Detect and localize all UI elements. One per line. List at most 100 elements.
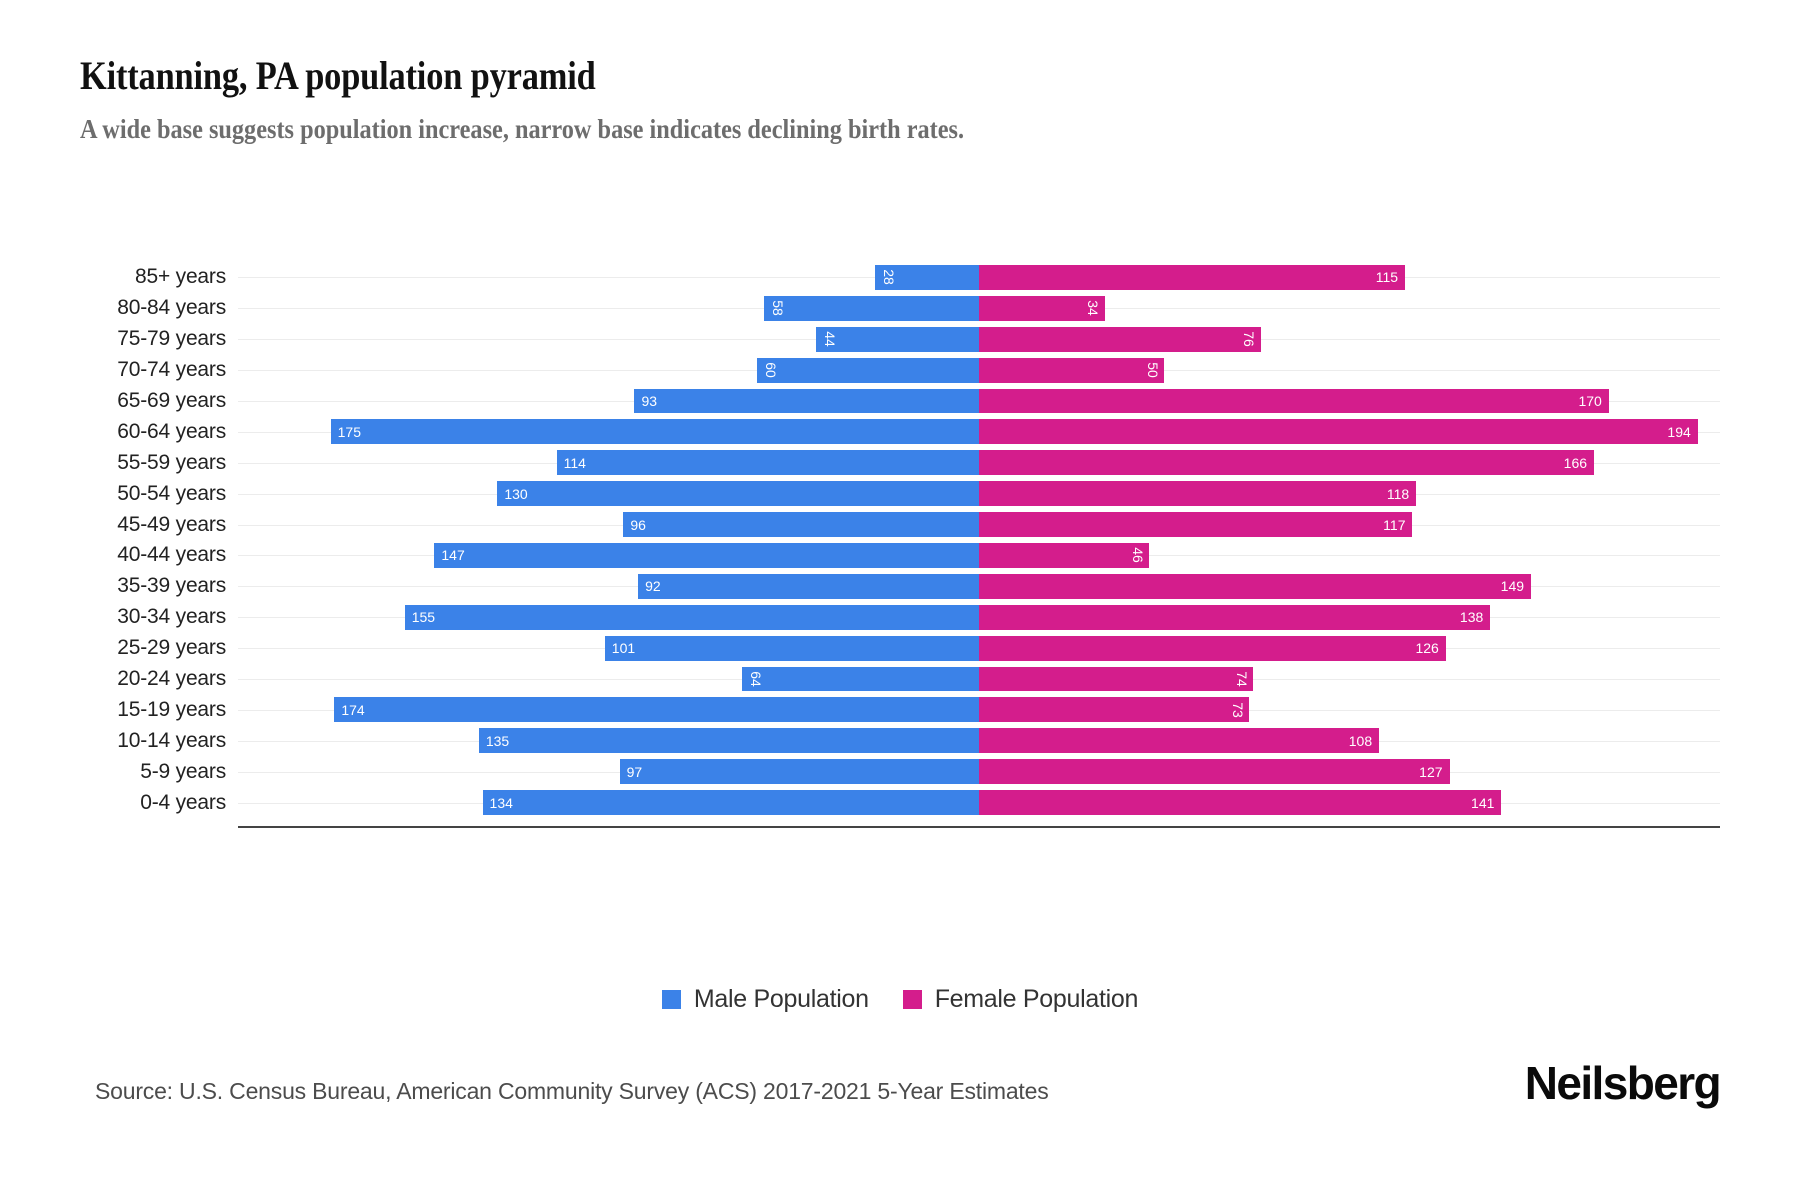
female-bar[interactable]: 73	[979, 697, 1250, 723]
legend-swatch-female-icon	[902, 990, 922, 1009]
female-bar[interactable]: 50	[979, 357, 1165, 383]
male-bar[interactable]: 147	[434, 543, 979, 568]
chart-row: 35-39 years 92 149	[80, 571, 1720, 602]
male-bar[interactable]: 175	[330, 419, 979, 445]
row-bars: 96 117	[238, 509, 1720, 540]
row-track: 93 170	[238, 386, 1720, 417]
male-bar[interactable]: 174	[334, 697, 979, 723]
male-half: 44	[238, 324, 979, 355]
row-bars: 92 149	[238, 571, 1720, 602]
female-bar[interactable]: 170	[979, 388, 1609, 414]
female-bar-value: 76	[1240, 331, 1257, 348]
male-bar[interactable]: 60	[756, 357, 979, 383]
male-half: 93	[238, 386, 979, 417]
legend-item-male[interactable]: Male Population	[661, 985, 869, 1014]
age-group-label: 20-24 years	[117, 667, 226, 691]
male-bar[interactable]: 93	[634, 388, 979, 414]
male-bar-value: 93	[641, 393, 658, 409]
female-bar-value: 34	[1085, 300, 1102, 317]
male-bar[interactable]: 134	[482, 790, 979, 816]
female-bar[interactable]: 118	[979, 481, 1417, 507]
female-half: 166	[979, 447, 1720, 478]
female-half: 74	[979, 664, 1720, 695]
female-bar[interactable]: 76	[979, 326, 1261, 352]
female-half: 117	[979, 509, 1720, 540]
row-bars: 114 166	[238, 447, 1720, 478]
source-note: Source: U.S. Census Bureau, American Com…	[95, 1078, 1049, 1104]
male-half: 64	[238, 664, 979, 695]
row-bars: 28 115	[238, 262, 1720, 293]
male-bar-value: 60	[762, 362, 779, 378]
female-bar[interactable]: 117	[979, 512, 1413, 538]
age-group-label: 80-84 years	[117, 296, 226, 320]
female-bar[interactable]: 138	[979, 604, 1491, 630]
age-group-label: 40-44 years	[117, 543, 226, 567]
male-bar[interactable]: 114	[556, 450, 979, 476]
female-bar[interactable]: 127	[979, 759, 1450, 785]
male-bar-value: 96	[630, 516, 646, 533]
age-group-label: 15-19 years	[117, 697, 226, 721]
male-half: 58	[238, 293, 979, 324]
female-bar-value: 170	[1578, 393, 1602, 409]
male-bar[interactable]: 101	[604, 635, 979, 661]
female-half: 50	[979, 355, 1720, 386]
neilsberg-logo: Neilsberg	[1524, 1057, 1722, 1109]
row-track: 44 76	[238, 324, 1720, 355]
female-half: 34	[979, 293, 1720, 324]
female-bar-value: 141	[1471, 794, 1495, 811]
row-bars: 101 126	[238, 633, 1720, 664]
row-bars: 93 170	[238, 386, 1720, 417]
male-bar[interactable]: 135	[478, 728, 979, 754]
female-bar[interactable]: 108	[979, 728, 1380, 754]
female-bar[interactable]: 166	[979, 450, 1595, 476]
female-bar[interactable]: 74	[979, 666, 1254, 692]
female-bar-value: 74	[1233, 671, 1250, 687]
female-bar[interactable]: 115	[979, 265, 1406, 290]
female-half: 76	[979, 324, 1720, 355]
chart-row: 0-4 years 134 141	[80, 787, 1720, 818]
female-bar[interactable]: 46	[979, 543, 1150, 568]
male-half: 130	[238, 478, 979, 509]
row-bars: 44 76	[238, 324, 1720, 355]
row-bars: 130 118	[238, 478, 1720, 509]
row-bars: 60 50	[238, 355, 1720, 386]
female-half: 170	[979, 386, 1720, 417]
female-bar[interactable]: 34	[979, 295, 1105, 321]
male-half: 96	[238, 509, 979, 540]
male-bar[interactable]: 97	[619, 759, 979, 785]
male-bar[interactable]: 155	[404, 604, 979, 630]
female-bar-value: 108	[1348, 732, 1373, 749]
female-bar[interactable]: 141	[979, 790, 1502, 816]
row-bars: 134 141	[238, 787, 1720, 818]
row-track: 64 74	[238, 664, 1720, 695]
legend-item-female[interactable]: Female Population	[902, 985, 1138, 1014]
female-bar-value: 127	[1419, 763, 1443, 780]
male-half: 147	[238, 540, 979, 571]
row-track: 92 149	[238, 571, 1720, 602]
male-bar[interactable]: 130	[497, 481, 979, 507]
age-group-label: 50-54 years	[117, 481, 226, 505]
age-group-label: 10-14 years	[117, 728, 226, 752]
age-group-label: 0-4 years	[140, 790, 226, 814]
female-half: 194	[979, 416, 1720, 447]
age-group-label: 45-49 years	[117, 512, 226, 536]
female-bar[interactable]: 126	[979, 635, 1446, 661]
male-half: 92	[238, 571, 979, 602]
male-bar-value: 64	[747, 671, 764, 687]
female-bar[interactable]: 194	[979, 419, 1698, 445]
male-bar[interactable]: 44	[815, 326, 979, 352]
female-bar-value: 50	[1144, 362, 1161, 378]
female-half: 138	[979, 602, 1720, 633]
male-bar[interactable]: 28	[875, 265, 979, 290]
male-bar[interactable]: 58	[764, 295, 979, 321]
female-bar[interactable]: 149	[979, 573, 1532, 599]
male-bar-value: 92	[645, 578, 661, 595]
female-half: 127	[979, 756, 1720, 787]
row-bars: 175 194	[238, 416, 1720, 447]
row-track: 174 73	[238, 694, 1720, 725]
male-bar[interactable]: 64	[741, 666, 979, 692]
male-bar[interactable]: 92	[638, 573, 979, 599]
age-group-label: 25-29 years	[117, 636, 226, 660]
male-bar[interactable]: 96	[623, 512, 979, 538]
row-track: 155 138	[238, 602, 1720, 633]
